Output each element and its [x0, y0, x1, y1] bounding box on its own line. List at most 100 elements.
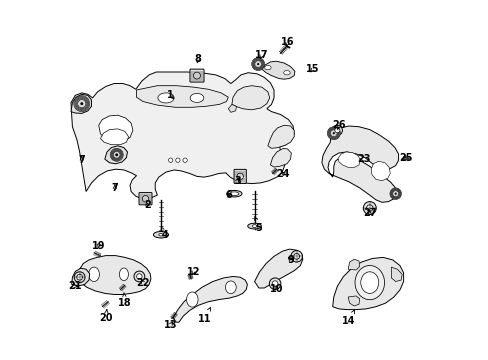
Circle shape	[293, 253, 299, 259]
Text: 26: 26	[331, 120, 345, 130]
Text: 4: 4	[161, 227, 167, 240]
Circle shape	[328, 128, 338, 138]
Ellipse shape	[226, 190, 242, 197]
Circle shape	[77, 274, 82, 280]
Circle shape	[112, 150, 122, 160]
Ellipse shape	[153, 231, 168, 238]
Circle shape	[175, 158, 180, 162]
Ellipse shape	[247, 223, 261, 229]
Circle shape	[269, 278, 280, 289]
Text: 10: 10	[269, 284, 283, 294]
Text: 18: 18	[118, 293, 132, 308]
Circle shape	[76, 98, 88, 110]
Circle shape	[74, 272, 85, 283]
Circle shape	[257, 63, 259, 65]
Text: 19: 19	[92, 240, 105, 251]
Ellipse shape	[264, 66, 270, 70]
Text: 14: 14	[342, 310, 355, 326]
Polygon shape	[71, 94, 91, 113]
Text: 22: 22	[136, 278, 149, 288]
Text: 17: 17	[255, 50, 268, 60]
Ellipse shape	[190, 94, 203, 102]
Ellipse shape	[354, 266, 384, 300]
Text: 7: 7	[78, 155, 85, 165]
Circle shape	[394, 193, 396, 195]
Ellipse shape	[283, 71, 289, 75]
Ellipse shape	[119, 268, 128, 281]
Circle shape	[330, 130, 336, 136]
Polygon shape	[78, 256, 151, 294]
Polygon shape	[228, 104, 236, 112]
Circle shape	[237, 173, 243, 180]
Ellipse shape	[229, 192, 239, 195]
Ellipse shape	[225, 281, 236, 294]
Polygon shape	[101, 129, 128, 145]
Circle shape	[389, 188, 401, 199]
Circle shape	[253, 59, 263, 69]
Ellipse shape	[186, 292, 198, 307]
Circle shape	[110, 148, 123, 161]
Circle shape	[183, 158, 187, 162]
Polygon shape	[370, 161, 389, 181]
Circle shape	[134, 271, 144, 282]
Circle shape	[80, 102, 83, 105]
Text: 2: 2	[143, 200, 150, 210]
Circle shape	[193, 72, 200, 79]
Text: 21: 21	[68, 281, 81, 291]
Circle shape	[366, 205, 372, 211]
Circle shape	[332, 125, 342, 135]
Ellipse shape	[158, 93, 174, 103]
Text: 12: 12	[186, 267, 200, 277]
Polygon shape	[270, 148, 291, 167]
Polygon shape	[390, 267, 401, 282]
Circle shape	[142, 195, 148, 202]
Text: 11: 11	[198, 307, 211, 324]
Text: 7: 7	[111, 183, 118, 193]
Polygon shape	[72, 268, 89, 286]
Circle shape	[115, 153, 118, 156]
Circle shape	[334, 128, 339, 133]
Polygon shape	[267, 125, 294, 148]
FancyBboxPatch shape	[139, 193, 152, 205]
Text: 24: 24	[276, 168, 289, 179]
Circle shape	[113, 152, 120, 158]
Text: 1: 1	[167, 90, 174, 100]
Polygon shape	[347, 259, 359, 270]
Circle shape	[251, 58, 264, 71]
Ellipse shape	[252, 225, 256, 228]
FancyBboxPatch shape	[189, 69, 203, 82]
Text: 3: 3	[233, 176, 240, 186]
Circle shape	[392, 191, 398, 197]
Polygon shape	[337, 152, 360, 167]
FancyBboxPatch shape	[234, 170, 246, 184]
Polygon shape	[99, 115, 133, 142]
Text: 6: 6	[224, 190, 231, 200]
Text: 15: 15	[305, 64, 319, 74]
Circle shape	[74, 96, 89, 112]
Circle shape	[390, 189, 399, 198]
Text: 25: 25	[398, 153, 412, 163]
Circle shape	[272, 281, 277, 287]
Circle shape	[168, 158, 172, 162]
Polygon shape	[71, 72, 294, 199]
Ellipse shape	[88, 267, 99, 282]
Text: 20: 20	[99, 310, 112, 323]
Ellipse shape	[159, 234, 163, 236]
Text: 9: 9	[286, 255, 293, 265]
Polygon shape	[104, 146, 127, 164]
Polygon shape	[136, 86, 228, 107]
Polygon shape	[347, 296, 359, 306]
Text: 23: 23	[357, 154, 370, 164]
Polygon shape	[332, 257, 403, 310]
Polygon shape	[261, 61, 294, 79]
Polygon shape	[231, 86, 269, 110]
Text: 27: 27	[362, 208, 376, 218]
Circle shape	[363, 202, 375, 215]
Circle shape	[254, 61, 261, 67]
Polygon shape	[321, 126, 398, 202]
Circle shape	[326, 127, 340, 140]
Circle shape	[332, 132, 334, 134]
Polygon shape	[254, 249, 302, 288]
Text: 16: 16	[281, 37, 294, 48]
Circle shape	[137, 274, 142, 279]
